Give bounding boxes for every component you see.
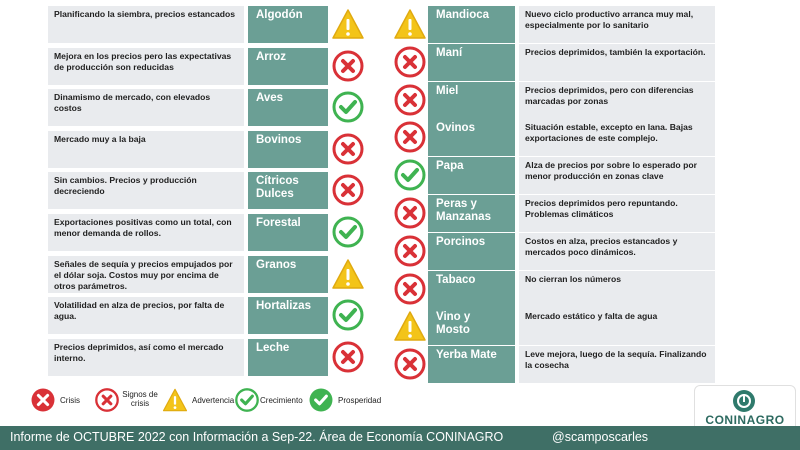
product-name: Ovinos (428, 119, 515, 157)
crisis-icon (331, 340, 365, 374)
twitter-handle: @scamposcarles (552, 430, 649, 444)
crisis-icon (393, 234, 427, 268)
crisis-icon (393, 196, 427, 230)
crisis-icon (393, 272, 427, 306)
product-description: Leve mejora, luego de la sequía. Finaliz… (519, 346, 715, 384)
product-description: Planificando la siembra, precios estanca… (48, 6, 244, 43)
product-row: Sin cambios. Precios y producción decrec… (0, 172, 800, 210)
product-row: Señales de sequía y precios empujados po… (0, 255, 800, 293)
crisis-icon (331, 49, 365, 83)
crisis-icon (31, 388, 55, 412)
legend-label: Advertencia (192, 396, 235, 405)
crisis-icon (331, 173, 365, 207)
legend-label: Crecimiento (260, 396, 303, 405)
product-row: Situación estable, excepto en lana. Baja… (0, 119, 800, 157)
product-name: Bovinos (248, 130, 328, 168)
growth-icon (393, 158, 427, 192)
product-name: Tabaco (428, 270, 515, 308)
product-name: Granos (248, 255, 328, 293)
growth-outline-icon (235, 388, 259, 412)
footer-bar: Informe de OCTUBRE 2022 con Información … (0, 426, 800, 450)
product-row: Planificando la siembra, precios estanca… (0, 6, 800, 43)
growth-icon (309, 388, 333, 412)
product-description: Señales de sequía y precios empujados po… (48, 255, 244, 293)
product-description: Mercado muy a la baja (48, 130, 244, 168)
legend-item-crisis: Crisis (30, 386, 90, 416)
product-description: No cierran los números (519, 270, 715, 308)
crisis-icon (393, 120, 427, 154)
product-description: Precios deprimidos pero repuntando. Prob… (519, 195, 715, 232)
product-name: Hortalizas (248, 297, 328, 335)
logo-name: CONINAGRO (705, 413, 785, 427)
crisis-icon (393, 347, 427, 381)
legend-label: Prosperidad (338, 396, 382, 405)
growth-icon (331, 215, 365, 249)
growth-icon (331, 90, 365, 124)
product-name: Yerba Mate (428, 346, 515, 384)
product-row: Dinamismo de mercado, con elevados costo… (0, 89, 800, 127)
product-description: Dinamismo de mercado, con elevados costo… (48, 89, 244, 127)
product-row: Precios deprimidos, también la exportaci… (0, 43, 800, 81)
crisis-outline-icon (95, 388, 119, 412)
warning-icon (331, 7, 365, 41)
crisis-icon (331, 132, 365, 166)
product-name: Papa (428, 157, 515, 195)
product-name: Porcinos (428, 232, 515, 270)
product-name: Vino y Mosto (428, 308, 515, 346)
product-row: Mercado muy a la baja Bovinos (0, 130, 800, 168)
product-description: Situación estable, excepto en lana. Baja… (519, 119, 715, 157)
product-row: Precios deprimidos, pero con diferencias… (0, 81, 800, 119)
product-name: Aves (248, 89, 328, 127)
product-name: Miel (428, 81, 515, 119)
legend: Crisis Signos de crisis Advertencia Crec… (30, 386, 400, 416)
product-description: Volatilidad en alza de precios, por falt… (48, 297, 244, 335)
logo-emblem-icon (733, 390, 755, 412)
product-row: Nuevo ciclo productivo arranca muy mal, … (0, 6, 800, 43)
legend-label: Crisis (60, 396, 80, 405)
product-description: Precios deprimidos, pero con diferencias… (519, 81, 715, 119)
footer-text: Informe de OCTUBRE 2022 con Información … (10, 430, 504, 444)
product-row: Precios deprimidos pero repuntando. Prob… (0, 195, 800, 232)
legend-item-signs-of-crisis: Signos de crisis (94, 386, 164, 416)
legend-item-prosperity: Prosperidad (308, 386, 398, 416)
product-row: Mercado estático y falta de agua Vino y M… (0, 308, 800, 346)
product-description: Exportaciones positivas como un total, c… (48, 214, 244, 251)
product-description: Precios deprimidos, así como el mercado … (48, 338, 244, 376)
product-row: Precios deprimidos, así como el mercado … (0, 338, 800, 376)
growth-icon (331, 298, 365, 332)
product-row: Alza de precios por sobre lo esperado po… (0, 157, 800, 195)
product-name: Maní (428, 43, 515, 81)
crisis-icon (393, 45, 427, 79)
product-name: Leche (248, 338, 328, 376)
product-row: Costos en alza, precios estancados y mer… (0, 232, 800, 270)
warning-icon (162, 388, 188, 412)
product-description: Mejora en los precios pero las expectati… (48, 47, 244, 85)
product-row: Leve mejora, luego de la sequía. Finaliz… (0, 346, 800, 384)
product-name: Mandioca (428, 6, 515, 43)
product-name: Cítricos Dulces (248, 172, 328, 210)
crisis-icon (393, 83, 427, 117)
product-description: Alza de precios por sobre lo esperado po… (519, 157, 715, 195)
legend-item-growth: Crecimiento (234, 386, 310, 416)
product-name: Arroz (248, 47, 328, 85)
product-row: No cierran los números Tabaco (0, 270, 800, 308)
product-description: Sin cambios. Precios y producción decrec… (48, 172, 244, 210)
legend-label: Signos de crisis (122, 390, 158, 408)
product-description: Nuevo ciclo productivo arranca muy mal, … (519, 6, 715, 43)
product-row: Exportaciones positivas como un total, c… (0, 214, 800, 251)
product-name: Forestal (248, 214, 328, 251)
product-name: Peras y Manzanas (428, 195, 515, 232)
product-description: Mercado estático y falta de agua (519, 308, 715, 346)
product-description: Costos en alza, precios estancados y mer… (519, 232, 715, 270)
warning-icon (393, 309, 427, 343)
warning-icon (331, 257, 365, 291)
product-description: Precios deprimidos, también la exportaci… (519, 43, 715, 81)
warning-icon (393, 7, 427, 41)
product-row: Volatilidad en alza de precios, por falt… (0, 297, 800, 335)
product-row: Mejora en los precios pero las expectati… (0, 47, 800, 85)
product-name: Algodón (248, 6, 328, 43)
legend-item-warning: Advertencia (162, 386, 238, 416)
